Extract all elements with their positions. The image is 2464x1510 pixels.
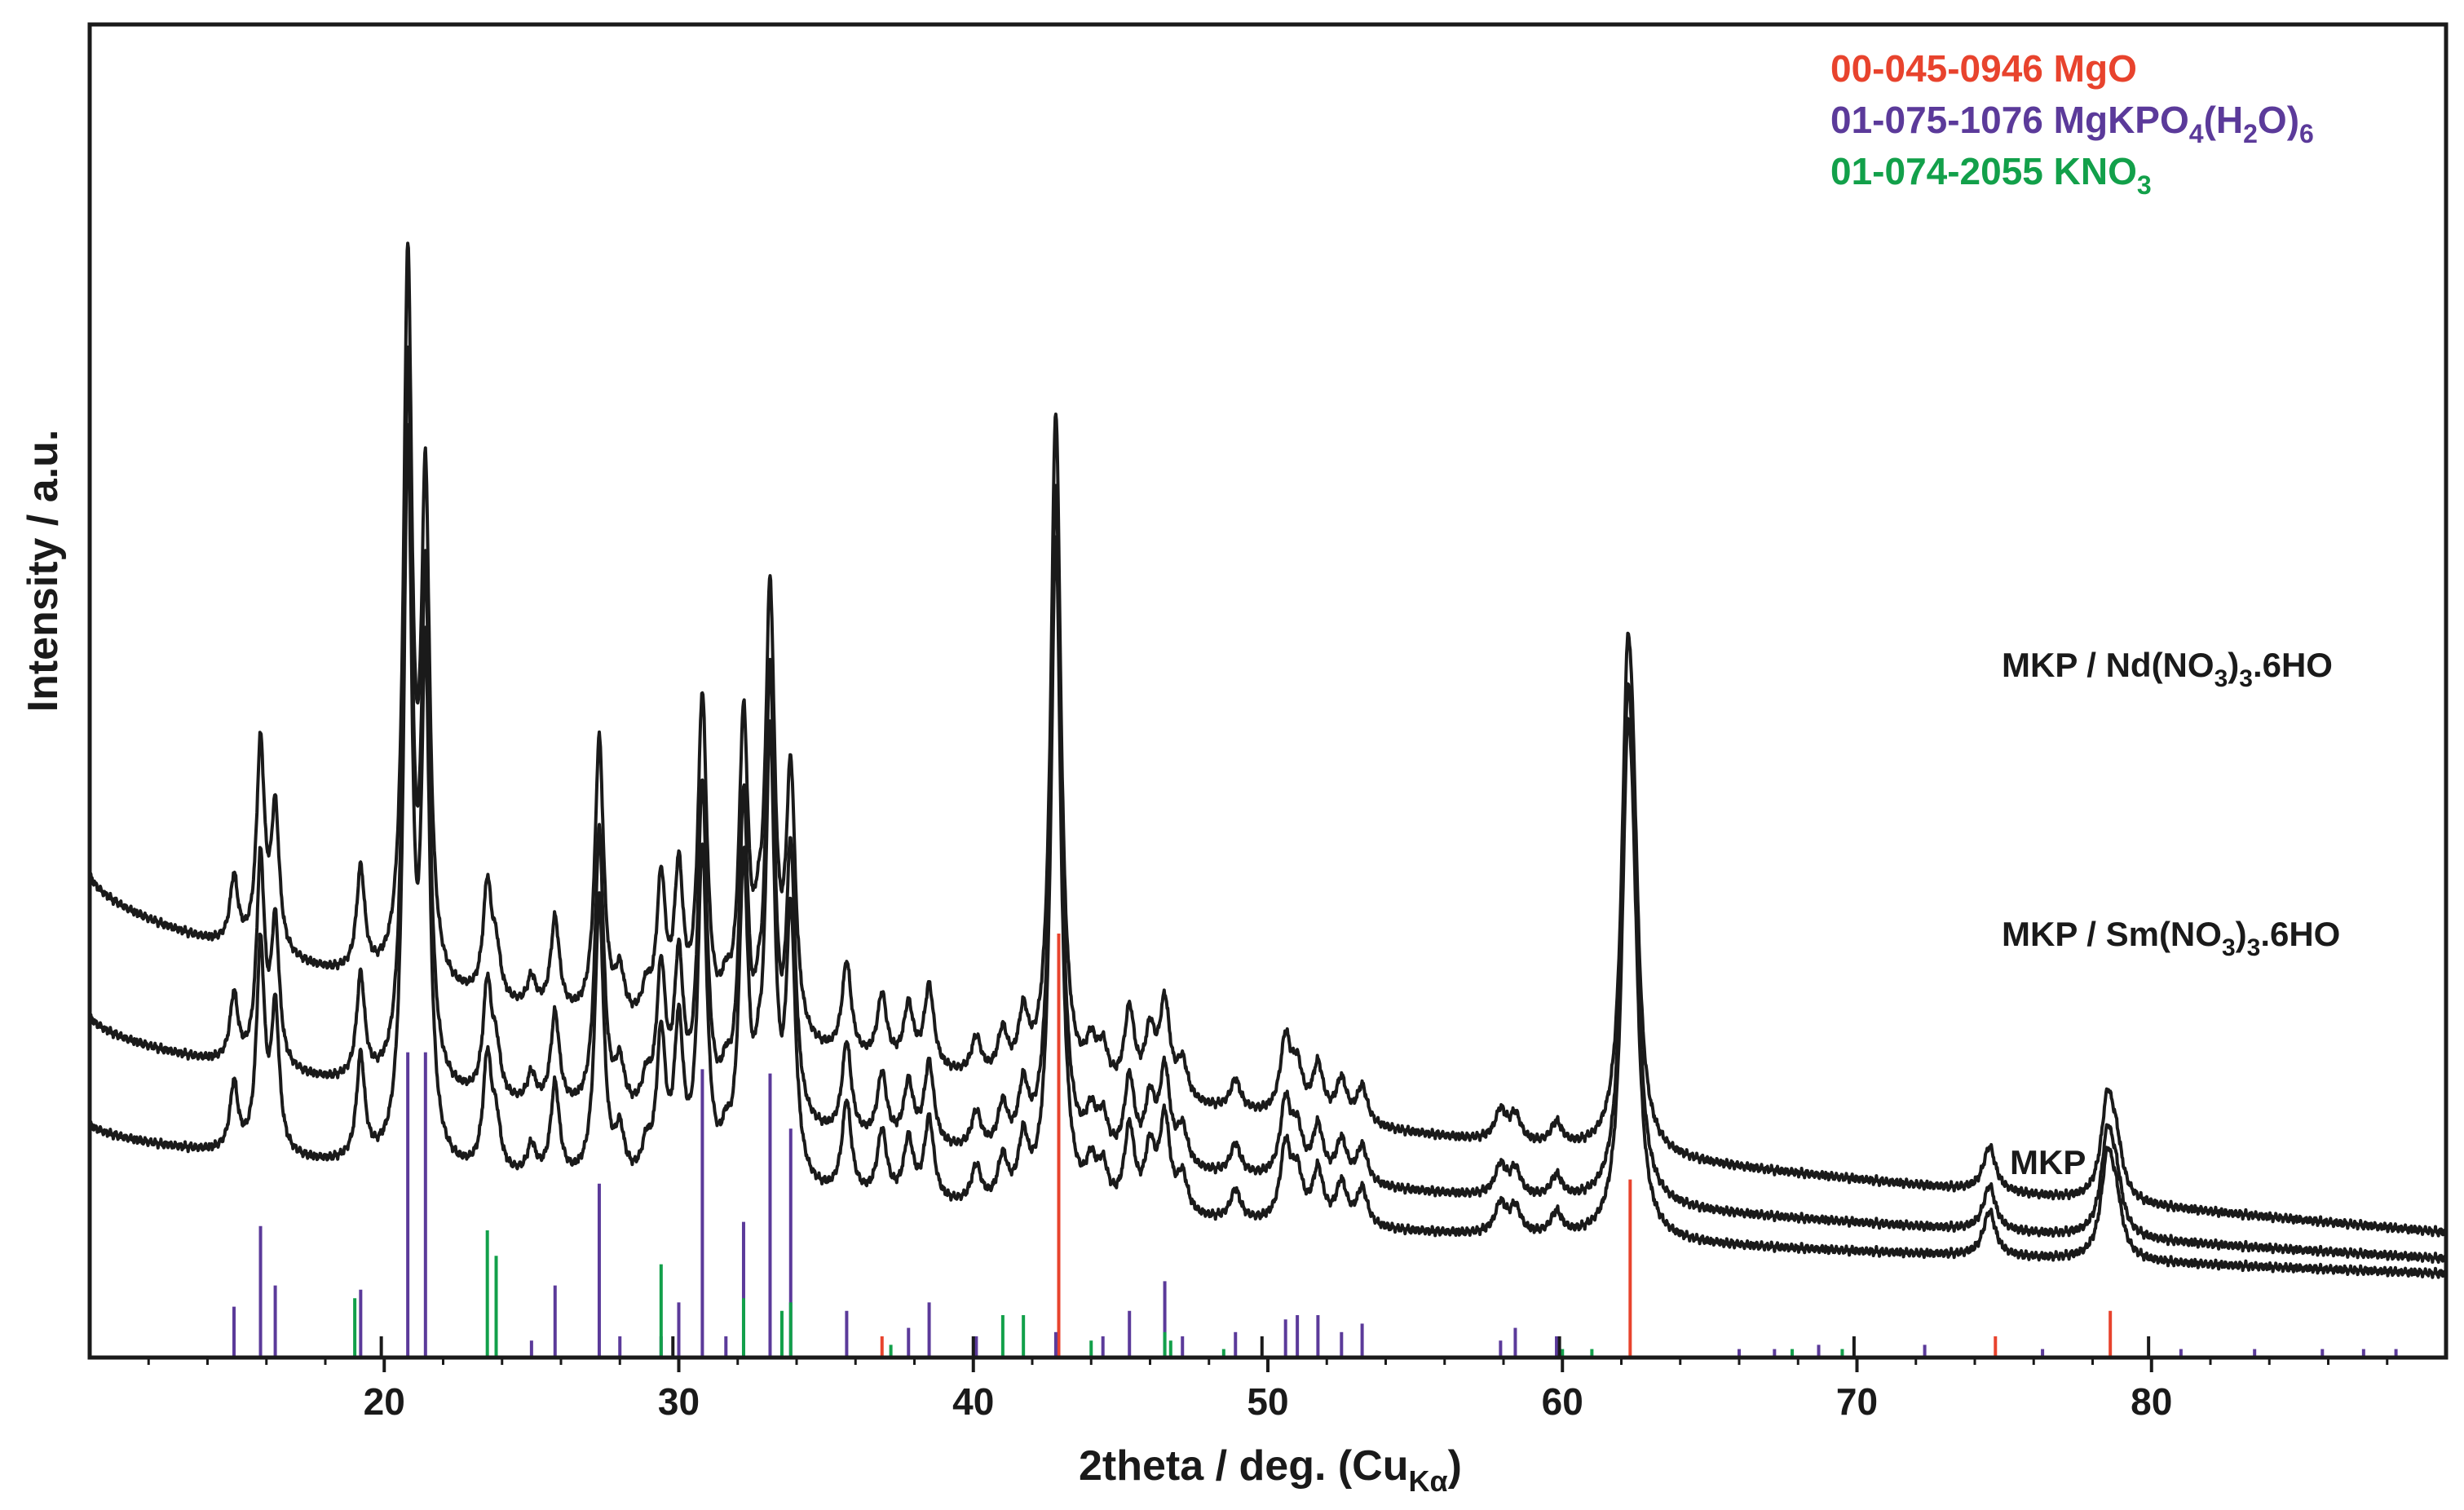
- series-line-1: [88, 345, 2448, 1264]
- x-axis-label: 2theta / deg. (CuKα): [1079, 1442, 1462, 1498]
- series-labels: MKP / Nd(NO3)3.6HO MKP / Sm(NO3)3.6HO MKP: [2002, 646, 2340, 1181]
- series-label: MKP: [2010, 1143, 2086, 1181]
- series-label: MKP / Nd(NO3)3.6HO: [2002, 646, 2333, 692]
- legend-entry: 01-075-1076 MgKPO4(H2O)6: [1830, 99, 2314, 148]
- y-axis-label: Intensity / a.u.: [20, 430, 67, 713]
- x-ticks: 20 30 40 50 60 70 80: [147, 1358, 2389, 1423]
- plot-frame: [87, 22, 2449, 1360]
- series-label: MKP / Sm(NO3)3.6HO: [2002, 915, 2340, 961]
- x-tick-label: 20: [364, 1380, 405, 1423]
- x-tick-label: 70: [1836, 1380, 1878, 1423]
- axes: [87, 22, 2449, 1360]
- series-group: [88, 241, 2448, 1279]
- x-tick-label: 60: [1542, 1380, 1583, 1423]
- x-tick-label: 80: [2131, 1380, 2172, 1423]
- series-line-2: [88, 422, 2448, 1279]
- x-tick-label: 50: [1247, 1380, 1288, 1423]
- legend-entry: 00-045-0946 MgO: [1830, 47, 2137, 90]
- legend-entry: 01-074-2055 KNO3: [1830, 150, 2152, 200]
- reference-lines: [232, 934, 2398, 1358]
- legend: 00-045-0946 MgO 01-075-1076 MgKPO4(H2O)60…: [1830, 47, 2314, 200]
- x-tick-label: 30: [658, 1380, 700, 1423]
- x-tick-label: 40: [952, 1380, 994, 1423]
- series-line-0: [88, 241, 2448, 1238]
